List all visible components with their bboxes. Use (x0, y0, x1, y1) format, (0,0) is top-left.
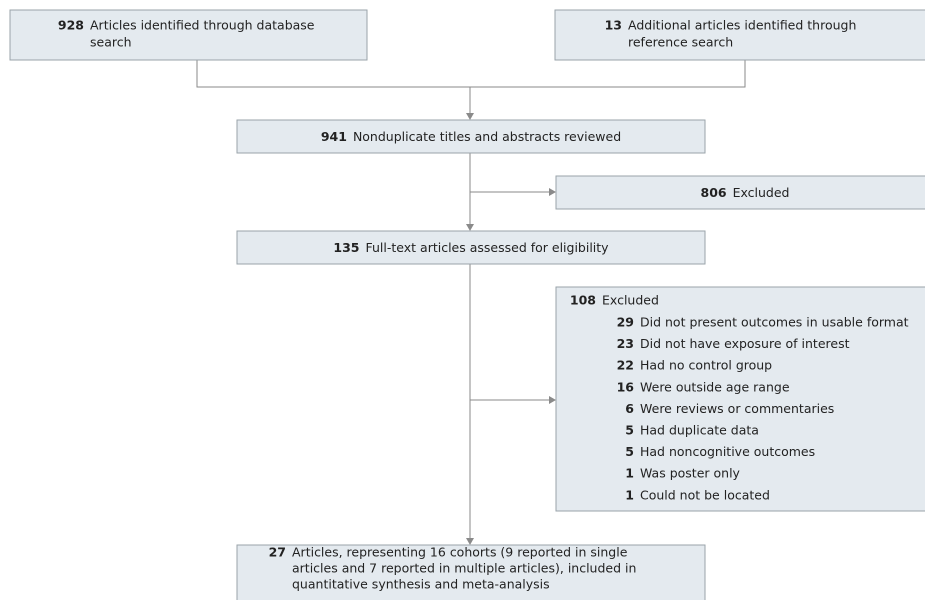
box (236, 544, 706, 600)
label: Nonduplicate titles and abstracts review… (353, 129, 621, 144)
reason-text: Had duplicate data (640, 423, 759, 438)
reason-count: 1 (625, 466, 634, 481)
box-text: 941 Nonduplicate titles and abstracts rev… (321, 129, 621, 144)
arrow-head (549, 396, 556, 404)
arrow-head (466, 538, 474, 545)
label: Full-text articles assessed for eligibil… (366, 240, 610, 255)
merge-line (196, 60, 746, 88)
reason-list: 29 Did not present outcomes in usable for… (617, 315, 909, 503)
reason-count: 22 (617, 358, 634, 373)
count: 135 (333, 240, 359, 255)
count: 928 (58, 18, 84, 33)
box-text: Additional articles identified through (628, 18, 856, 33)
reason-count: 5 (625, 423, 634, 438)
count: 108 (570, 293, 596, 308)
reason-text: Had noncognitive outcomes (640, 444, 815, 459)
box-text: 806 Excluded (701, 185, 790, 200)
label: Excluded (733, 185, 790, 200)
box (555, 175, 925, 210)
reason-text: Could not be located (640, 487, 770, 502)
box (555, 286, 925, 512)
reason-text: Had no control group (640, 358, 772, 373)
box-text: Excluded (602, 293, 659, 308)
reason-text: Did not present outcomes in usable forma… (640, 315, 909, 330)
box-text: quantitative synthesis and meta-analysis (292, 577, 550, 592)
count: 27 (269, 545, 286, 560)
arrow-head (466, 113, 474, 120)
reason-count: 6 (625, 401, 634, 416)
reason-count: 23 (617, 336, 634, 351)
reason-text: Were outside age range (640, 379, 790, 394)
count: 806 (701, 185, 727, 200)
box (9, 9, 368, 61)
box (236, 119, 706, 154)
count: 13 (605, 18, 622, 33)
reason-count: 29 (617, 315, 634, 330)
arrow-head (549, 188, 556, 196)
connectors (196, 60, 746, 545)
reason-text: Was poster only (640, 466, 741, 481)
box (554, 9, 925, 61)
box-text: Articles, representing 16 cohorts (9 rep… (292, 545, 628, 560)
reason-text: Were reviews or commentaries (640, 401, 834, 416)
reason-text: Did not have exposure of interest (640, 336, 850, 351)
box (236, 230, 706, 265)
count: 941 (321, 129, 347, 144)
box-text: Articles identified through database (90, 18, 315, 33)
box-text: 135 Full-text articles assessed for eligi… (333, 240, 609, 255)
box-text: reference search (628, 35, 733, 50)
reason-count: 16 (617, 379, 635, 394)
arrow-head (466, 224, 474, 231)
reason-count: 1 (625, 487, 634, 502)
box-text: search (90, 35, 132, 50)
reason-count: 5 (625, 444, 634, 459)
box-text: articles and 7 reported in multiple arti… (292, 561, 636, 576)
